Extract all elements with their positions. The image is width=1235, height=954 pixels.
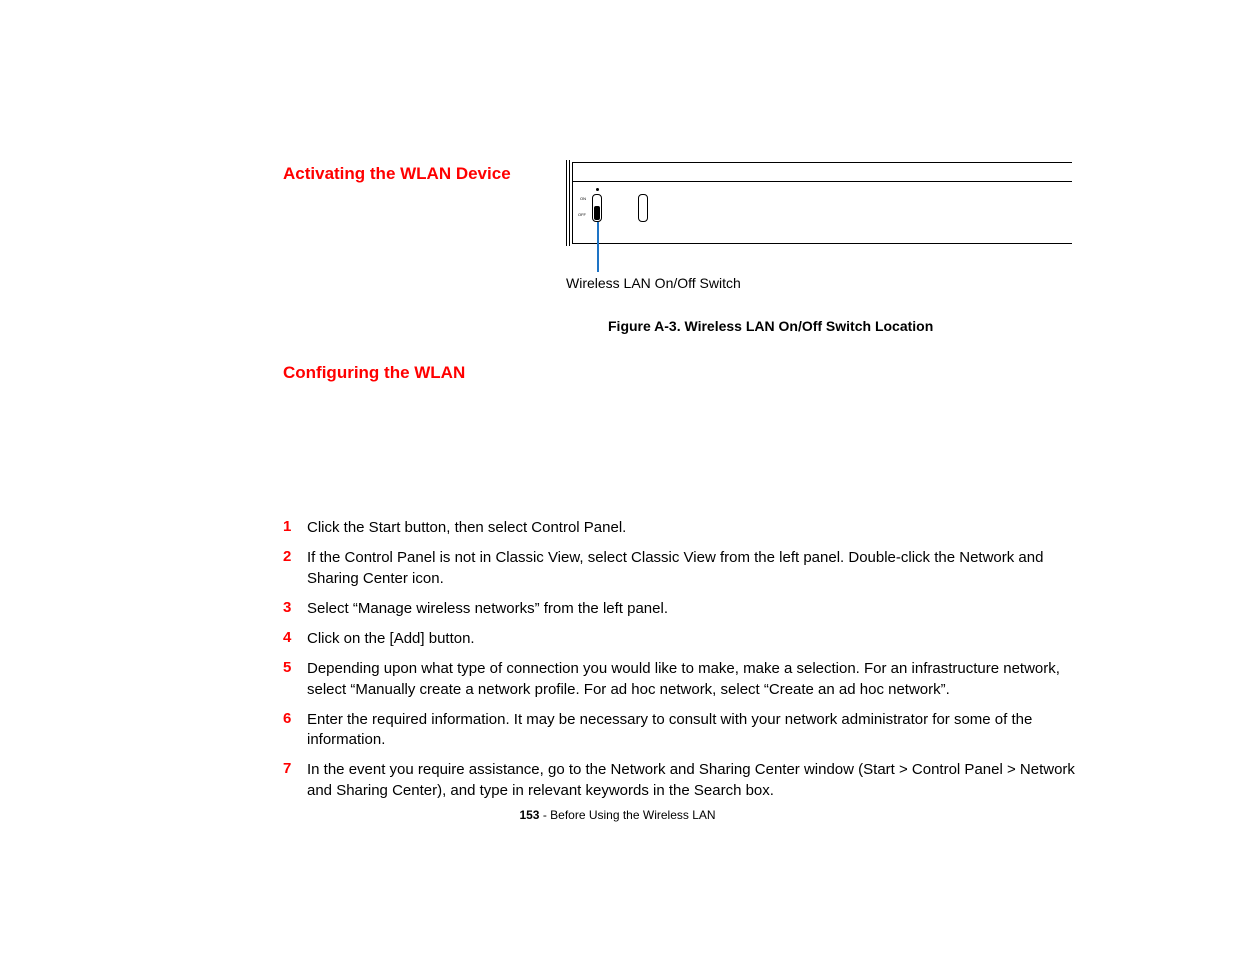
wlan-switch-slider-icon [594,206,600,220]
indicator-led-icon [596,188,599,191]
device-edge-line [569,160,570,246]
footer-section-title: - Before Using the Wireless LAN [539,808,715,822]
page-number: 153 [519,808,539,822]
step-number: 3 [283,599,307,616]
step-row: 5Depending upon what type of connection … [283,659,1083,700]
step-row: 1Click the Start button, then select Con… [283,518,1083,538]
step-text: In the event you require assistance, go … [307,760,1083,801]
switch-on-label: ON [580,196,586,201]
step-number: 4 [283,629,307,646]
step-row: 3Select “Manage wireless networks” from … [283,599,1083,619]
step-row: 2If the Control Panel is not in Classic … [283,548,1083,589]
switch-off-label: OFF [578,212,586,217]
document-page: Activating the WLAN Device ON OFF Wirele… [0,0,1235,954]
figure-callout-text: Wireless LAN On/Off Switch [566,275,741,291]
callout-line [597,222,599,272]
step-number: 1 [283,518,307,535]
step-row: 6Enter the required information. It may … [283,710,1083,751]
device-edge-line [566,160,567,246]
configuration-steps-list: 1Click the Start button, then select Con… [283,518,1083,811]
step-row: 7In the event you require assistance, go… [283,760,1083,801]
step-text: Click on the [Add] button. [307,629,475,649]
intro-paragraph-hidden: The optional WLAN device can be configur… [283,396,1083,461]
step-text: If the Control Panel is not in Classic V… [307,548,1083,589]
device-top-bezel [572,162,1072,182]
step-number: 2 [283,548,307,565]
step-text: Select “Manage wireless networks” from t… [307,599,668,619]
figure-caption: Figure A-3. Wireless LAN On/Off Switch L… [608,318,933,334]
secondary-slot-icon [638,194,648,222]
step-number: 7 [283,760,307,777]
step-number: 5 [283,659,307,676]
heading-activating-wlan: Activating the WLAN Device [283,164,511,184]
step-row: 4Click on the [Add] button. [283,629,1083,649]
step-text: Click the Start button, then select Cont… [307,518,626,538]
heading-configuring-wlan: Configuring the WLAN [283,363,465,383]
figure-wlan-switch: ON OFF [566,162,1066,282]
step-text: Enter the required information. It may b… [307,710,1083,751]
step-text: Depending upon what type of connection y… [307,659,1083,700]
page-footer: 153 - Before Using the Wireless LAN [0,808,1235,822]
step-number: 6 [283,710,307,727]
